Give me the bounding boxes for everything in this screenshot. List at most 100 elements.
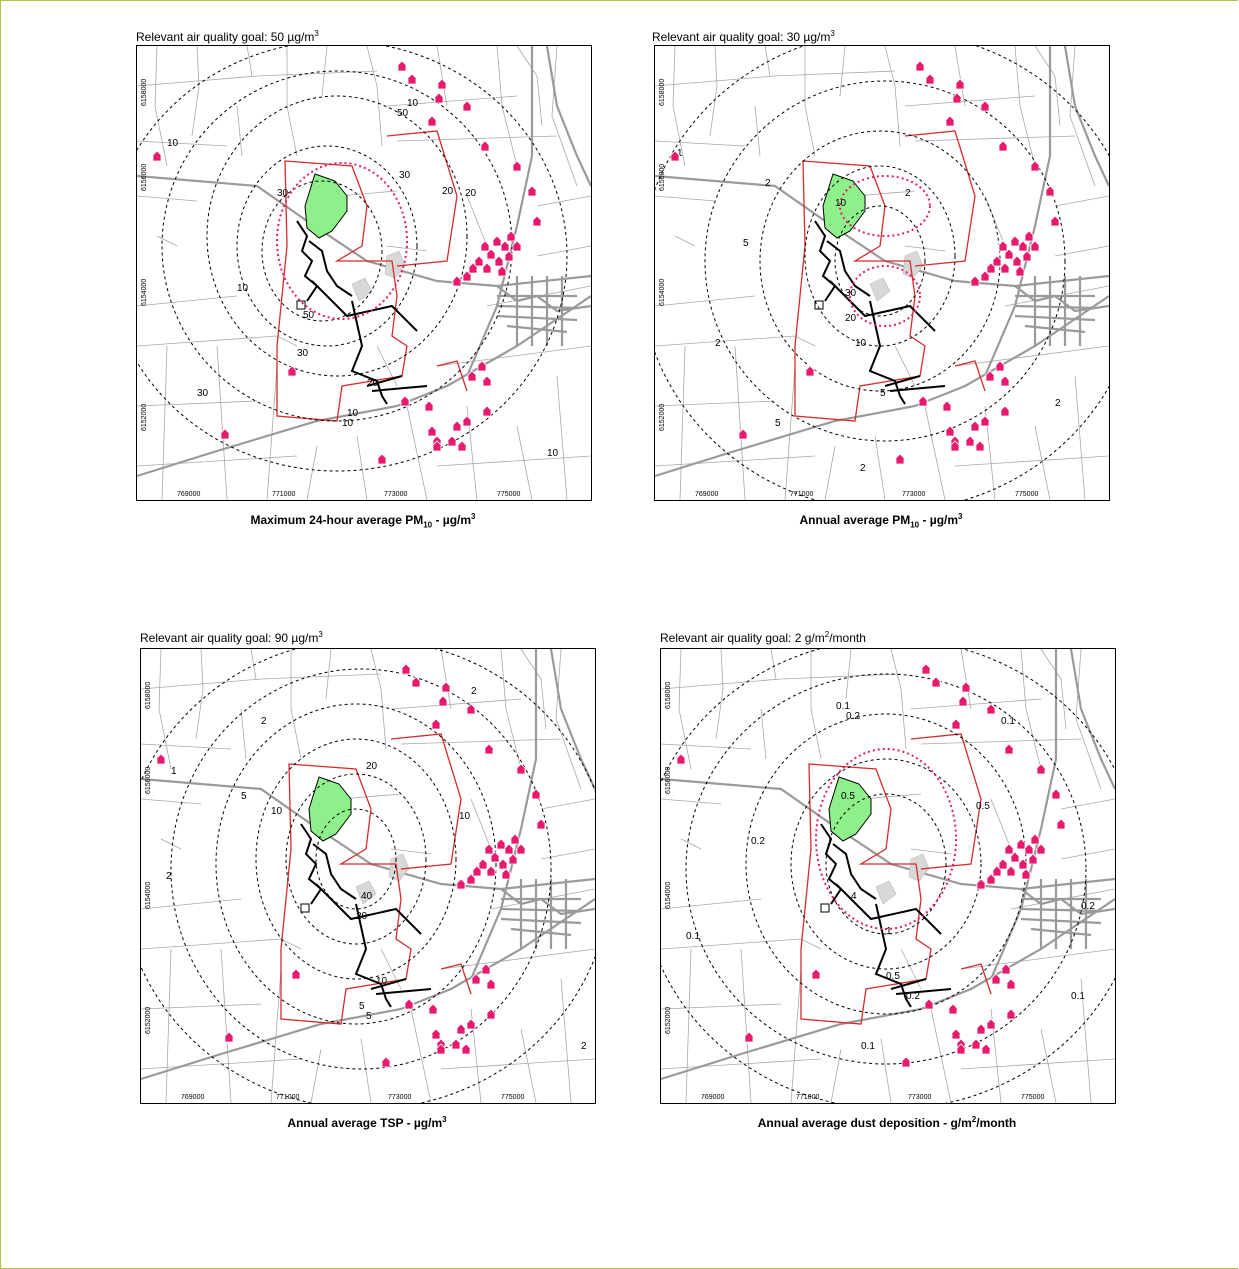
house-icon [1029, 240, 1041, 252]
contour-label: 50 [303, 310, 315, 321]
house-icon [1050, 788, 1062, 800]
contour-label: 4 [851, 891, 857, 902]
parcel-boundary [655, 400, 776, 407]
northing-tick-label: 6158000 [665, 682, 672, 709]
parcel-boundary [1020, 649, 1042, 770]
contour-label: 10 [376, 976, 388, 987]
house-icon [1055, 818, 1067, 830]
house-icon [497, 858, 509, 870]
house-icon [999, 375, 1011, 387]
house-icon [985, 873, 997, 885]
parcel-boundary [191, 46, 200, 137]
site-boundary [276, 160, 408, 422]
contour-map-tsp: 1 2 2 5 10 20 40 20 10 5 10 5 2 2 769000 771000 773000 77… [140, 648, 596, 1104]
parcel-boundary [440, 1058, 595, 1070]
house-icon [1023, 230, 1035, 242]
mine-pit [304, 173, 348, 239]
house-icon [466, 370, 478, 382]
parcel-boundary [655, 335, 816, 347]
parcel-boundary [839, 46, 846, 97]
easting-tick-label: 775000 [1015, 491, 1038, 498]
house-icon [979, 415, 991, 427]
parcel-boundary [366, 46, 383, 147]
house-icon [410, 676, 422, 688]
house-icon [426, 425, 438, 437]
contour-label: 2 [471, 686, 477, 697]
parcel-boundary [655, 195, 716, 202]
house-icon [1049, 215, 1061, 227]
parcel-boundary [764, 46, 771, 77]
parcel-boundary [250, 649, 257, 680]
road [1020, 907, 1102, 913]
house-icon [485, 248, 497, 260]
contour-map-pm10-24h: 10 10 30 20 30 20 10 50 50 30 20 10 10 30 10 769000 7710… [136, 45, 592, 501]
parcel-boundary [160, 838, 182, 850]
parcel-boundary [910, 698, 1042, 710]
house-icon [920, 663, 932, 675]
house-icon [1003, 843, 1015, 855]
road [496, 304, 578, 310]
map-canvas: 0.10.2 0.10.50.20.50.1410.50.20.20.10.176… [661, 649, 1115, 1103]
contour-label: 0.5 [976, 801, 990, 812]
house-icon [511, 240, 523, 252]
contour-label: 10 [407, 98, 419, 109]
contour-label: 2 [1055, 398, 1061, 409]
house-icon [1003, 248, 1015, 260]
house-icon [489, 851, 501, 863]
house-icon [456, 440, 468, 452]
house-icon [999, 405, 1011, 417]
parcel-boundary [679, 345, 686, 500]
house-icon [465, 873, 477, 885]
house-icon [509, 833, 521, 845]
parcel-boundary [290, 649, 302, 760]
easting-tick-label: 769000 [695, 491, 718, 498]
parcel-boundary [661, 798, 722, 805]
parcel-boundary [406, 405, 428, 500]
road [469, 649, 538, 980]
parcel-boundary [165, 948, 172, 1103]
easting-tick-label: 769000 [177, 491, 200, 498]
parcel-boundary [336, 190, 398, 197]
parcel-boundary [500, 649, 522, 770]
house-icon [485, 865, 497, 877]
contour-label: 10 [347, 408, 359, 419]
house-icon [530, 788, 542, 800]
house-icon [403, 998, 415, 1010]
contour-line [655, 46, 1109, 500]
parcel-boundary [306, 445, 318, 500]
house-icon [949, 440, 961, 452]
contour-label: 10 [167, 138, 179, 149]
house-icon [951, 92, 963, 104]
parcel-boundary [830, 1048, 842, 1103]
house-icon [505, 230, 517, 242]
parcel-boundary [516, 46, 543, 127]
contour-label: 10 [547, 448, 559, 459]
parcel-boundary [137, 70, 378, 87]
goal-contours [839, 175, 931, 327]
caption-pm10-annual: Annual average PM10 - µg/m3 [799, 512, 963, 530]
parcel-boundary [709, 46, 718, 137]
parcel-boundary [655, 70, 896, 87]
parcel-boundary [516, 425, 533, 500]
house-icon [155, 753, 167, 765]
house-icon [481, 405, 493, 417]
contour-label: 10 [271, 806, 283, 817]
parcel-boundary [804, 46, 816, 157]
parcel-boundary [536, 245, 591, 257]
easting-tick-label: 773000 [388, 1094, 411, 1101]
plant-marker [296, 300, 306, 310]
house-icon [427, 1003, 439, 1015]
mine-pit [828, 776, 872, 842]
parcel-boundary [910, 848, 952, 855]
parcel-boundary [436, 455, 591, 467]
parcel-boundary [195, 649, 204, 740]
receptor-layer [155, 663, 547, 1068]
house-icon [900, 1056, 912, 1068]
contour-label: 0.2 [906, 991, 920, 1002]
contour-line [261, 180, 383, 322]
house-icon [1009, 235, 1021, 247]
parcel-boundary [141, 743, 232, 750]
parcel-boundary [920, 738, 1082, 745]
contour-label: 5 [366, 1011, 372, 1022]
house-icon [1035, 843, 1047, 855]
